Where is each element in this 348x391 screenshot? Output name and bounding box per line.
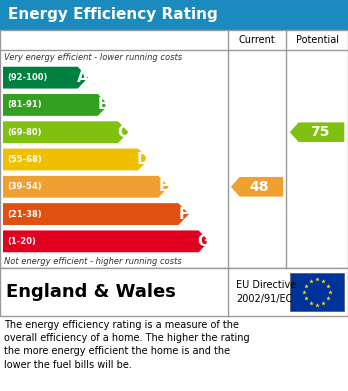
Polygon shape (3, 149, 149, 170)
Polygon shape (3, 121, 128, 143)
Text: 48: 48 (250, 180, 269, 194)
Polygon shape (3, 94, 108, 116)
Text: (69-80): (69-80) (7, 128, 41, 137)
Text: E: E (158, 179, 169, 194)
Text: Not energy efficient - higher running costs: Not energy efficient - higher running co… (4, 257, 182, 266)
Text: D: D (137, 152, 150, 167)
Text: Potential: Potential (295, 35, 339, 45)
Text: (92-100): (92-100) (7, 73, 47, 82)
Text: Energy Efficiency Rating: Energy Efficiency Rating (8, 7, 218, 23)
Text: 2002/91/EC: 2002/91/EC (236, 294, 292, 304)
Polygon shape (3, 230, 209, 252)
Text: Current: Current (239, 35, 275, 45)
Polygon shape (3, 67, 88, 88)
Text: (55-68): (55-68) (7, 155, 42, 164)
Text: The energy efficiency rating is a measure of the
overall efficiency of a home. T: The energy efficiency rating is a measur… (4, 320, 250, 369)
Polygon shape (290, 122, 344, 142)
Text: (81-91): (81-91) (7, 100, 42, 109)
Text: (1-20): (1-20) (7, 237, 36, 246)
Text: 75: 75 (310, 125, 330, 139)
Bar (290, 273, 344, 311)
Polygon shape (3, 176, 169, 198)
Bar (0, 0, 348, 30)
Text: England & Wales: England & Wales (6, 283, 176, 301)
Text: Very energy efficient - lower running costs: Very energy efficient - lower running co… (4, 52, 182, 61)
Polygon shape (3, 203, 189, 225)
Text: (39-54): (39-54) (7, 182, 42, 191)
Text: B: B (97, 97, 109, 113)
Text: F: F (179, 206, 189, 222)
Polygon shape (231, 177, 283, 197)
Text: G: G (198, 234, 210, 249)
Bar (0, 30, 348, 268)
Text: EU Directive: EU Directive (236, 280, 296, 290)
Text: (21-38): (21-38) (7, 210, 42, 219)
Text: A: A (77, 70, 89, 85)
Text: C: C (118, 125, 129, 140)
Bar (0, 268, 348, 316)
